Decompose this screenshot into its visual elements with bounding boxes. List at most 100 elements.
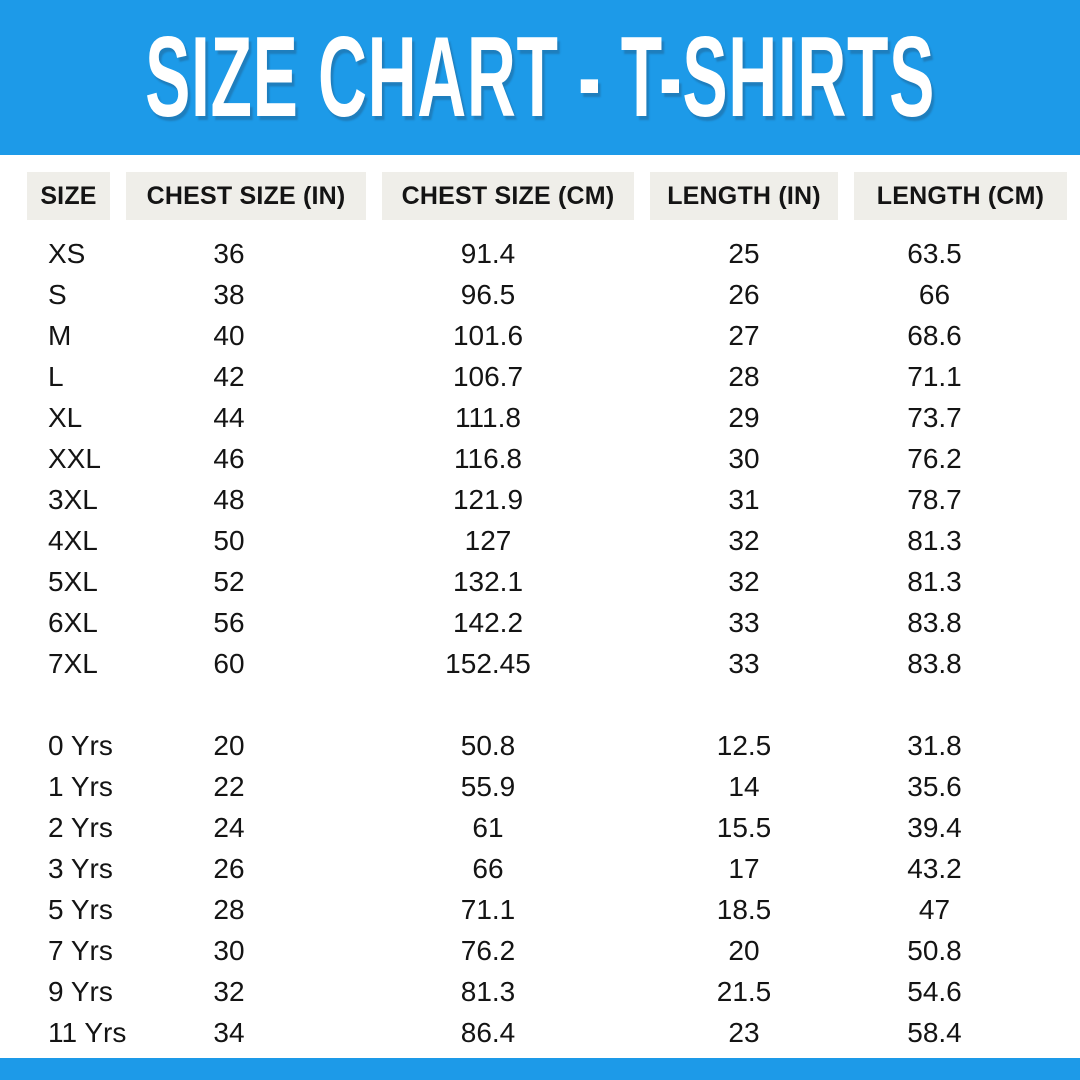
value-cell: 76.2 <box>460 934 516 966</box>
value-cell: 55.9 <box>460 770 516 802</box>
value-cell: 132.1 <box>452 565 524 597</box>
value-cell: 71.1 <box>460 893 516 925</box>
column-header: SIZE <box>27 172 110 220</box>
value-cell: 91.4 <box>460 237 516 269</box>
column-header: LENGTH (IN) <box>650 172 838 220</box>
column-header: CHEST SIZE (IN) <box>126 172 366 220</box>
table-row: 5 Yrs 28 71.1 18.5 47 <box>27 889 1067 930</box>
value-cell: 14 <box>728 770 760 802</box>
value-cell: 48 <box>213 483 245 515</box>
value-cell: 50 <box>213 524 245 556</box>
value-cell: 142.2 <box>452 606 524 638</box>
value-cell: 40 <box>213 319 245 351</box>
value-cell: 22 <box>213 770 245 802</box>
size-label-cell: S <box>48 278 67 310</box>
table-header-row: SIZE CHEST SIZE (IN) CHEST SIZE (CM) LENGTH… <box>27 172 1067 220</box>
value-cell: 50.8 <box>460 729 516 761</box>
value-cell: 32 <box>728 524 760 556</box>
value-cell: 31 <box>728 483 760 515</box>
value-cell: 60 <box>213 647 245 679</box>
value-cell: 47 <box>918 893 951 925</box>
table-row: 3 Yrs 26 66 17 43.2 <box>27 848 1067 889</box>
size-label-cell: 5 Yrs <box>48 893 113 925</box>
value-cell: 25 <box>728 237 760 269</box>
value-cell: 81.3 <box>907 565 962 597</box>
value-cell: 15.5 <box>716 811 772 843</box>
value-cell: 76.2 <box>907 442 962 474</box>
value-cell: 52 <box>213 565 245 597</box>
size-label-cell: 3XL <box>48 483 98 515</box>
value-cell: 27 <box>728 319 760 351</box>
page-title: SIZE CHART - T-SHIRTS <box>145 13 935 141</box>
table-row: S 38 96.5 26 66 <box>27 274 1067 315</box>
value-cell: 35.6 <box>907 770 962 802</box>
value-cell: 66 <box>472 852 504 884</box>
size-label-cell: M <box>48 319 72 351</box>
value-cell: 42 <box>213 360 245 392</box>
table-row: L 42 106.7 28 71.1 <box>27 356 1067 397</box>
size-label-cell: XXL <box>48 442 101 474</box>
table-row: 4XL 50 127 32 81.3 <box>27 520 1067 561</box>
size-label-cell: 3 Yrs <box>48 852 113 884</box>
table-row: 5XL 52 132.1 32 81.3 <box>27 561 1067 602</box>
table-row: XXL 46 116.8 30 76.2 <box>27 438 1067 479</box>
value-cell: 31.8 <box>907 729 962 761</box>
table-row: 7XL 60 152.45 33 83.8 <box>27 643 1067 684</box>
value-cell: 20 <box>728 934 760 966</box>
title-banner: SIZE CHART - T-SHIRTS <box>0 0 1080 155</box>
value-cell: 28 <box>213 893 245 925</box>
value-cell: 30 <box>213 934 245 966</box>
table-row: 7 Yrs 30 76.2 20 50.8 <box>27 930 1067 971</box>
size-label-cell: 2 Yrs <box>48 811 113 843</box>
value-cell: 111.8 <box>455 401 521 433</box>
value-cell: 56 <box>213 606 245 638</box>
size-chart-table: SIZE CHEST SIZE (IN) CHEST SIZE (CM) LENGTH… <box>27 172 1067 1053</box>
value-cell: 61 <box>472 811 504 843</box>
value-cell: 86.4 <box>460 1016 516 1048</box>
size-label-cell: 1 Yrs <box>48 770 113 802</box>
value-cell: 106.7 <box>452 360 524 392</box>
table-body: XS 36 91.4 25 63.5 S 38 96.5 26 66 M 40 101.6 27 68.6 L… <box>27 233 1067 1053</box>
size-label-cell: 0 Yrs <box>48 729 113 761</box>
value-cell: 38 <box>213 278 245 310</box>
value-cell: 32 <box>213 975 245 1007</box>
size-label-cell: 5XL <box>48 565 98 597</box>
size-label-cell: XL <box>48 401 83 433</box>
value-cell: 54.6 <box>907 975 962 1007</box>
value-cell: 68.6 <box>907 319 962 351</box>
size-label-cell: L <box>48 360 64 392</box>
size-label-cell: 7 Yrs <box>48 934 113 966</box>
size-label-cell: 4XL <box>48 524 98 556</box>
value-cell: 30 <box>728 442 760 474</box>
value-cell: 33 <box>728 606 760 638</box>
value-cell: 152.45 <box>445 647 531 679</box>
value-cell: 71.1 <box>907 360 962 392</box>
value-cell: 26 <box>728 278 760 310</box>
value-cell: 26 <box>213 852 245 884</box>
value-cell: 28 <box>728 360 760 392</box>
value-cell: 81.3 <box>460 975 516 1007</box>
table-row: 3XL 48 121.9 31 78.7 <box>27 479 1067 520</box>
table-row: 9 Yrs 32 81.3 21.5 54.6 <box>27 971 1067 1012</box>
size-label-cell: 7XL <box>48 647 98 679</box>
table-row: 2 Yrs 24 61 15.5 39.4 <box>27 807 1067 848</box>
table-row: 1 Yrs 22 55.9 14 35.6 <box>27 766 1067 807</box>
value-cell: 127 <box>464 524 512 556</box>
value-cell: 83.8 <box>907 647 962 679</box>
value-cell: 18.5 <box>716 893 772 925</box>
value-cell: 81.3 <box>907 524 962 556</box>
column-header: CHEST SIZE (CM) <box>382 172 634 220</box>
value-cell: 58.4 <box>907 1016 962 1048</box>
table-row: 11 Yrs 34 86.4 23 58.4 <box>27 1012 1067 1053</box>
table-row: 6XL 56 142.2 33 83.8 <box>27 602 1067 643</box>
value-cell: 12.5 <box>716 729 772 761</box>
value-cell: 29 <box>728 401 760 433</box>
value-cell: 20 <box>213 729 245 761</box>
value-cell: 23 <box>728 1016 760 1048</box>
value-cell: 46 <box>213 442 245 474</box>
bottom-accent-bar <box>0 1058 1080 1080</box>
value-cell: 33 <box>728 647 760 679</box>
value-cell: 66 <box>918 278 951 310</box>
column-header: LENGTH (CM) <box>854 172 1067 220</box>
